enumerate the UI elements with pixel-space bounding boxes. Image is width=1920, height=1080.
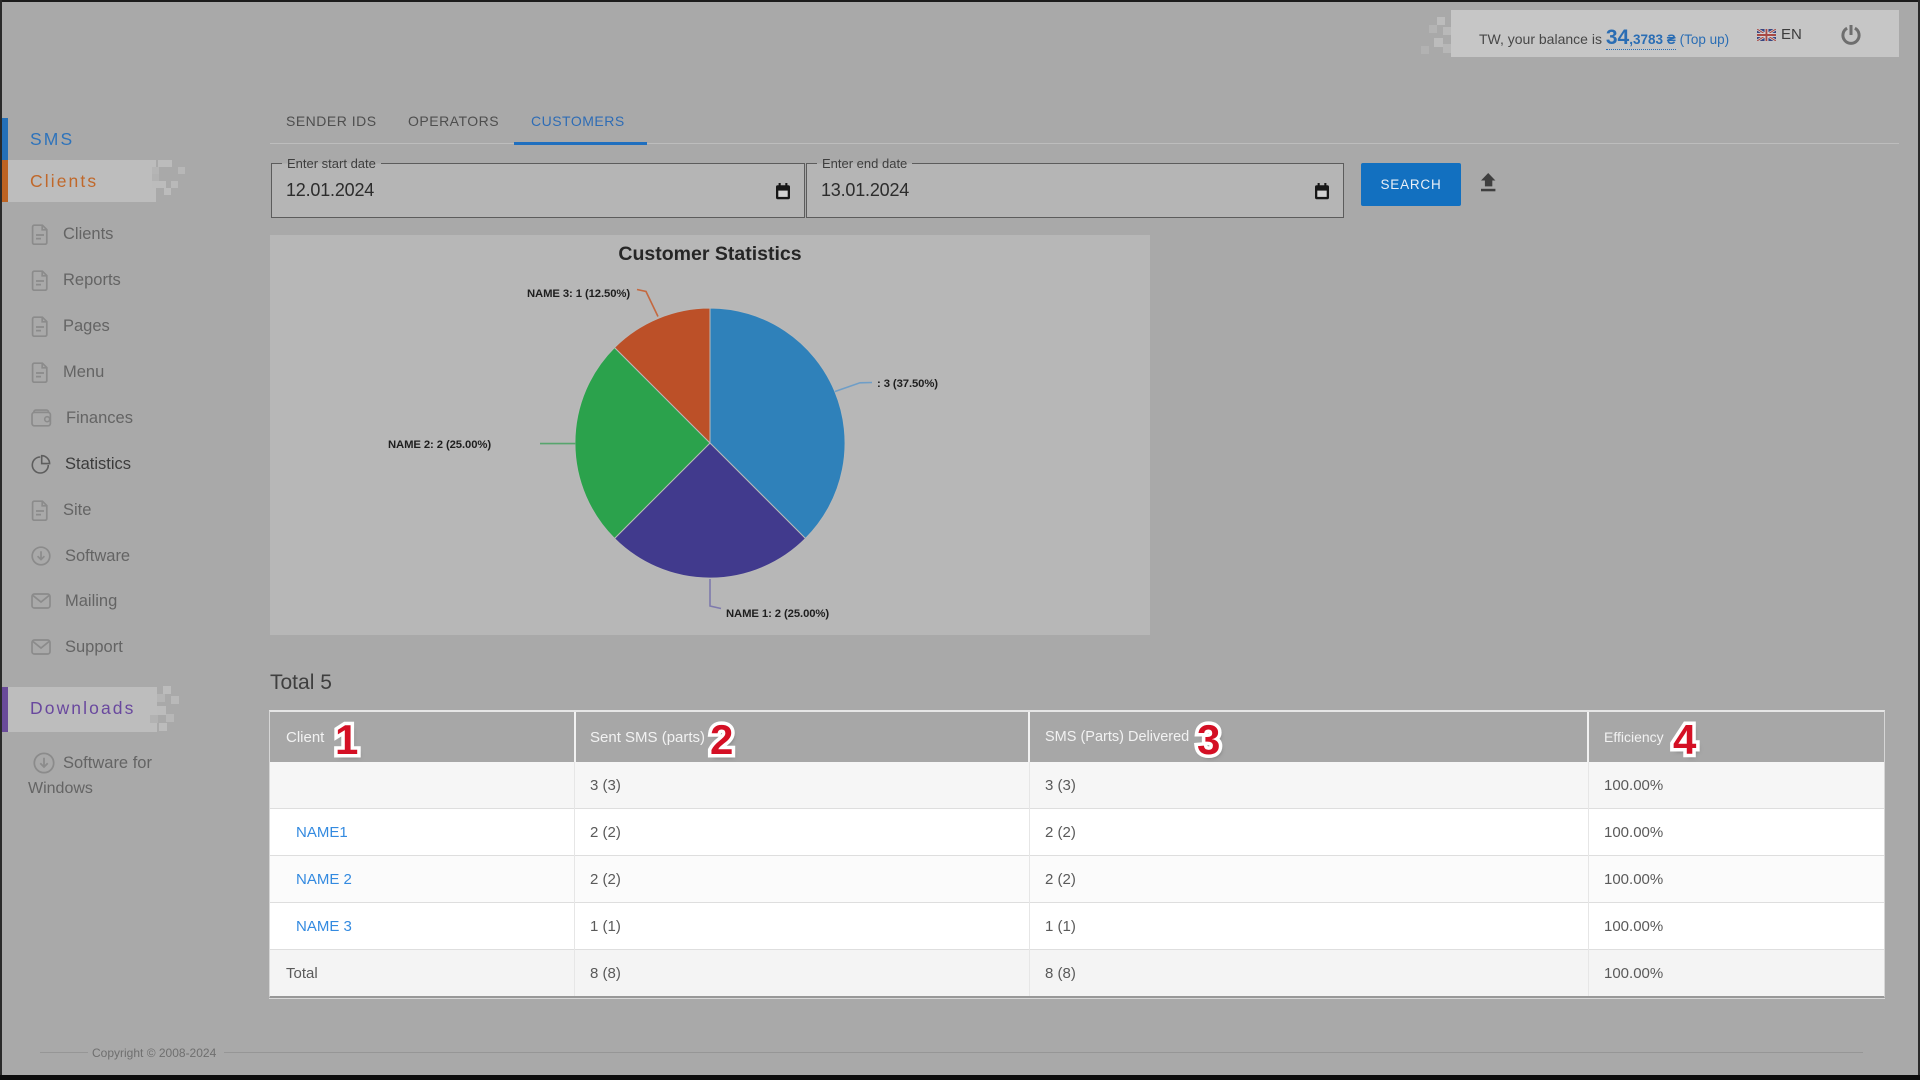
svg-text:NAME 3: 1 (12.50%): NAME 3: 1 (12.50%) <box>527 288 630 300</box>
svg-text:NAME 1: 2 (25.00%): NAME 1: 2 (25.00%) <box>726 608 829 620</box>
svg-text:: 3 (37.50%): : 3 (37.50%) <box>877 378 938 390</box>
svg-text:NAME 2: 2 (25.00%): NAME 2: 2 (25.00%) <box>388 439 491 451</box>
